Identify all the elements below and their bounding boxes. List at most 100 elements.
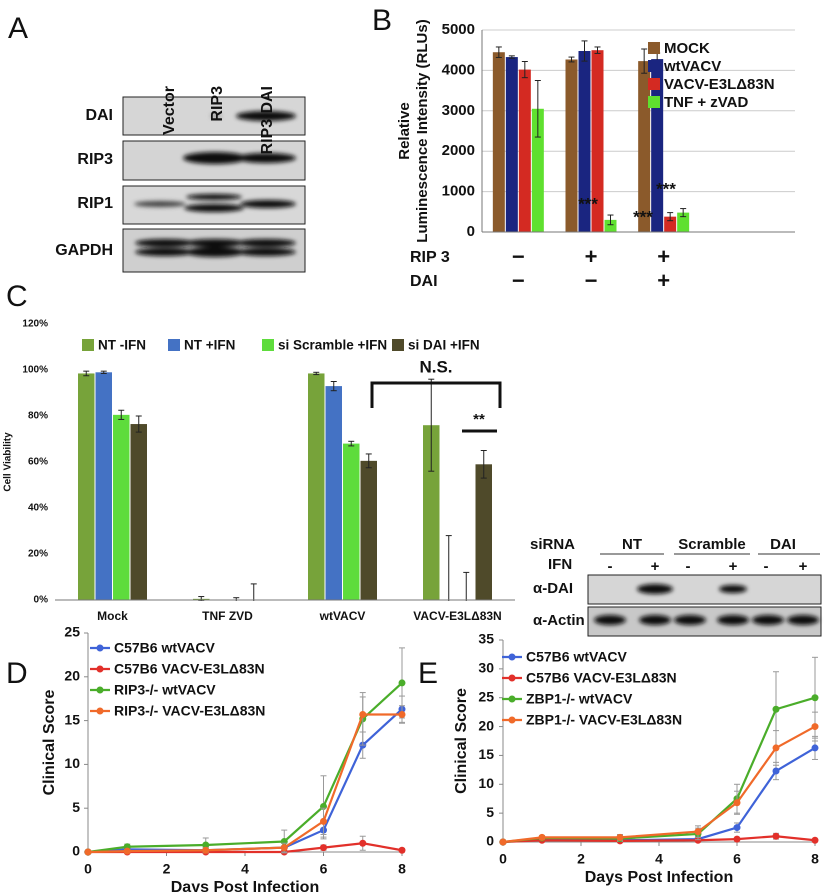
group: DAI	[770, 536, 796, 553]
error-bar	[495, 46, 502, 58]
y-tick-label: 2000	[442, 142, 475, 159]
error-bar	[330, 381, 337, 392]
point	[320, 817, 327, 825]
y-tick-label: 100%	[22, 365, 48, 376]
bar	[565, 59, 578, 232]
y-tick-label: 3000	[442, 102, 475, 119]
row-label: RIP3	[77, 151, 113, 168]
y-tick-label: 35	[478, 631, 494, 647]
bar	[604, 219, 617, 232]
point	[359, 710, 367, 718]
group: NT	[622, 536, 642, 553]
y-tick-label: 5000	[442, 21, 475, 38]
legend-swatch	[648, 60, 660, 72]
legend-swatch	[648, 96, 660, 108]
legend-swatch	[648, 78, 660, 90]
condition-mark: −	[585, 268, 598, 293]
y-tick-label: 15	[478, 746, 494, 762]
x-tick-label: 4	[241, 861, 249, 877]
error-bar	[534, 80, 541, 138]
point	[811, 723, 819, 731]
y-tick-label: 80%	[28, 411, 48, 422]
bar	[591, 50, 604, 233]
point	[811, 694, 819, 702]
legend-marker	[508, 716, 516, 724]
x-tick-label: 2	[577, 851, 585, 867]
point	[398, 710, 406, 718]
x-tick-label: Mock	[97, 609, 128, 623]
point	[694, 836, 702, 844]
legend-label: ZBP1-/- VACV-E3LΔ83N	[526, 712, 682, 728]
error-bar	[100, 370, 107, 374]
bar	[677, 212, 690, 232]
treatment: +	[651, 558, 660, 575]
row-label: GAPDH	[55, 242, 113, 259]
point	[280, 844, 288, 852]
lane-label: Vector	[161, 86, 178, 135]
legend-swatch	[82, 339, 94, 351]
point	[398, 846, 406, 854]
legend-label: si Scramble +IFN	[278, 338, 387, 353]
legend-swatch	[168, 339, 180, 351]
legend-marker	[96, 665, 104, 673]
y-axis-label: Cell Viability	[3, 432, 14, 492]
x-tick-label: 4	[655, 851, 663, 867]
y-tick-label: 4000	[442, 61, 475, 78]
treatment: -	[764, 558, 769, 575]
legend-marker	[96, 707, 104, 715]
error-bar	[313, 371, 320, 376]
error-bar	[428, 378, 435, 472]
y-tick-label: 10	[478, 775, 494, 791]
bar	[492, 52, 505, 232]
y-axis-label: Clinical Score	[453, 688, 470, 794]
point	[811, 836, 819, 844]
x-tick-label: 2	[163, 861, 171, 877]
group: Scramble	[678, 536, 746, 553]
legend-label: C57B6 VACV-E3LΔ83N	[526, 670, 677, 686]
y-tick-label: 120%	[22, 319, 48, 330]
blot-c: siRNA NT Scramble DAI IFN - + - + - + α-…	[530, 536, 822, 637]
point	[733, 824, 741, 832]
x-tick-label: 8	[398, 861, 406, 877]
annotation: **	[473, 411, 485, 428]
error-bar	[607, 214, 614, 226]
x-tick-label: VACV-E3LΔ83N	[413, 609, 501, 623]
error-bar	[521, 61, 528, 79]
y-tick-label: 25	[478, 688, 494, 704]
legend-swatch	[392, 339, 404, 351]
point	[811, 744, 819, 752]
error-bar	[83, 370, 90, 377]
y-tick-label: 60%	[28, 457, 48, 468]
bar	[130, 424, 147, 600]
error-bar	[581, 40, 588, 62]
point	[772, 744, 780, 752]
bands	[134, 111, 296, 257]
panel-letter: C	[6, 280, 28, 313]
annotation: ***	[656, 179, 676, 198]
bar	[113, 414, 130, 600]
legend-label: RIP3-/- wtVACV	[114, 682, 216, 698]
point	[772, 705, 780, 713]
y-tick-label: 1000	[442, 183, 475, 200]
condition-mark: −	[512, 244, 525, 269]
row-label: DAI	[85, 107, 113, 124]
y-tick-label: 20%	[28, 549, 48, 560]
group-label: siRNA	[530, 536, 575, 553]
legend-marker	[508, 695, 516, 703]
legend-label: si DAI +IFN	[408, 338, 480, 353]
panel-letter: B	[372, 4, 392, 37]
bar	[325, 386, 342, 600]
x-axis-label: Days Post Infection	[585, 869, 733, 886]
x-tick-label: 6	[320, 861, 328, 877]
bands	[594, 584, 819, 625]
point	[538, 833, 546, 841]
point	[202, 846, 210, 854]
panel-letter: D	[6, 657, 28, 690]
x-tick-label: 8	[811, 851, 819, 867]
point	[359, 839, 367, 847]
y-tick-label: 10	[64, 755, 80, 771]
legend-label: TNF + zVAD	[664, 94, 748, 111]
y-tick-label: 0	[486, 833, 494, 849]
series-line	[87, 713, 402, 854]
legend-label: C57B6 wtVACV	[114, 640, 216, 656]
